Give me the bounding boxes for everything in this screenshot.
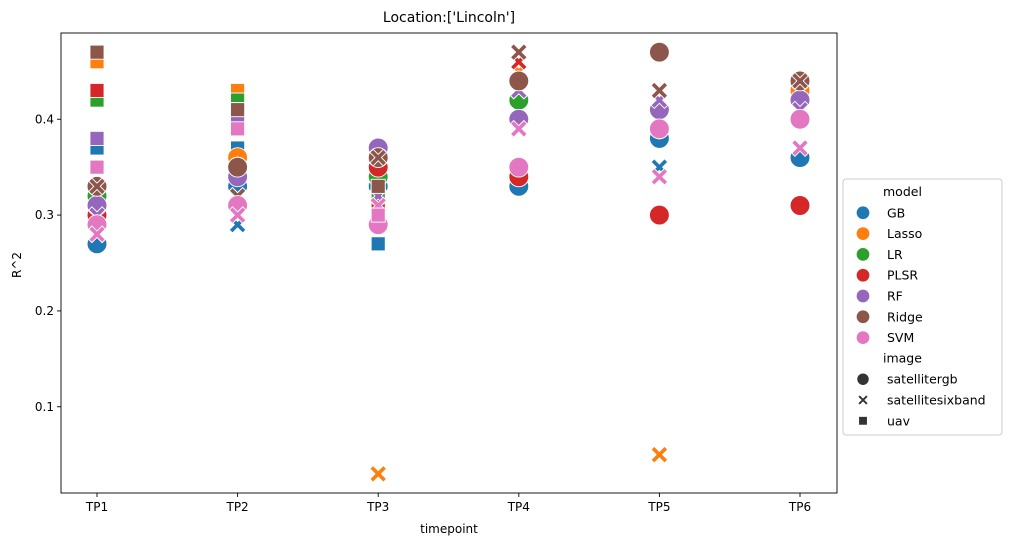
legend-entry-label: satellitergb xyxy=(887,372,958,387)
data-point-tp1-svm-uav xyxy=(89,159,105,175)
data-point-tp6-svm-satellitergb xyxy=(789,108,811,130)
plot-area xyxy=(60,32,838,494)
y-tick-label: 0.2 xyxy=(35,304,54,318)
y-axis: 0.1 0.2 0.3 0.4 xyxy=(35,112,61,414)
legend-entry-label: Ridge xyxy=(887,309,923,324)
data-point-tp2-ridge-uav xyxy=(230,102,246,118)
chart-title: Location:['Lincoln'] xyxy=(383,10,515,26)
data-point-tp3-ridge-satellitesixband xyxy=(369,148,388,167)
legend-marker-uav xyxy=(858,415,868,426)
data-point-tp2-ridge-satellitergb xyxy=(227,156,248,178)
data-point-tp4-svm-satellitergb xyxy=(508,156,530,178)
data-point-tp1-ridge-satellitesixband xyxy=(88,177,106,196)
legend-hue-title: model xyxy=(883,184,922,199)
x-tick-label: TP3 xyxy=(366,500,389,514)
data-point-tp3-gb-uav xyxy=(370,236,386,252)
y-tick-label: 0.4 xyxy=(35,112,54,126)
legend-marker-ridge xyxy=(855,309,871,325)
legend-marker-satellitesixband xyxy=(857,394,869,406)
data-point-tp3-svm-uav xyxy=(370,207,386,223)
x-tick-label: TP6 xyxy=(788,500,811,514)
legend-style-title: image xyxy=(883,350,922,365)
x-tick-label: TP1 xyxy=(85,500,108,514)
legend-marker-rf xyxy=(855,288,871,304)
data-point-tp1-plsr-uav xyxy=(89,83,105,98)
legend-marker-plsr xyxy=(855,267,871,283)
legend-entry-label: GB xyxy=(887,205,905,220)
legend-marker-svm xyxy=(855,330,871,345)
legend-entry-label: PLSR xyxy=(887,268,918,283)
y-tick-label: 0.1 xyxy=(35,400,54,414)
data-point-tp3-ridge-uav xyxy=(370,178,386,194)
legend-marker-lasso xyxy=(855,226,871,241)
data-point-tp4-ridge-satellitesixband xyxy=(509,43,528,62)
legend-box xyxy=(842,178,1003,436)
data-point-tp1-rf-uav xyxy=(89,130,105,146)
x-tick-label: TP4 xyxy=(507,500,530,514)
legend-marker-lr xyxy=(855,247,871,262)
legend-entry-label: Lasso xyxy=(887,226,922,241)
legend-entry-label: RF xyxy=(887,289,903,304)
legend-entry-label: LR xyxy=(887,247,903,262)
legend-marker-gb xyxy=(855,205,871,221)
data-point-tp2-svm-satellitesixband xyxy=(228,206,247,225)
data-point-tp5-svm-satellitergb xyxy=(649,118,670,140)
legend-marker-satellitergb xyxy=(856,372,870,386)
data-point-tp5-plsr-satellitergb xyxy=(649,204,670,226)
legend-entry-label: satellitesixband xyxy=(887,393,986,408)
data-point-tp2-svm-uav xyxy=(230,121,246,137)
data-point-tp1-ridge-uav xyxy=(89,44,105,60)
x-axis: TP1 TP2 TP3 TP4 TP5 TP6 xyxy=(85,493,811,514)
data-point-tp5-svm-satellitesixband xyxy=(650,167,669,186)
data-point-tp6-plsr-satellitergb xyxy=(789,195,811,216)
data-point-tp4-ridge-satellitergb xyxy=(508,70,530,92)
legend-entry-label: SVM xyxy=(887,330,914,345)
y-axis-title: R^2 xyxy=(10,252,24,278)
y-tick-label: 0.3 xyxy=(35,208,54,222)
data-point-tp5-lasso-satellitesixband xyxy=(650,445,669,464)
x-tick-label: TP2 xyxy=(225,500,248,514)
x-axis-title: timepoint xyxy=(420,522,478,536)
data-point-tp6-svm-satellitesixband xyxy=(791,139,809,157)
plot-frame xyxy=(60,32,838,494)
legend: model GB Lasso LR PLSR RF Ridge SVM image satelli… xyxy=(842,178,1003,436)
x-tick-label: TP5 xyxy=(647,500,670,514)
data-point-tp5-ridge-satellitergb xyxy=(649,41,670,63)
data-point-tp4-svm-satellitesixband xyxy=(509,119,528,138)
legend-entry-label: uav xyxy=(887,413,911,428)
data-point-tp1-svm-satellitesixband xyxy=(88,225,106,244)
data-point-tp5-ridge-satellitesixband xyxy=(650,81,669,100)
data-point-tp3-lasso-satellitesixband xyxy=(369,464,388,483)
data-point-tp6-ridge-satellitesixband xyxy=(791,71,809,90)
